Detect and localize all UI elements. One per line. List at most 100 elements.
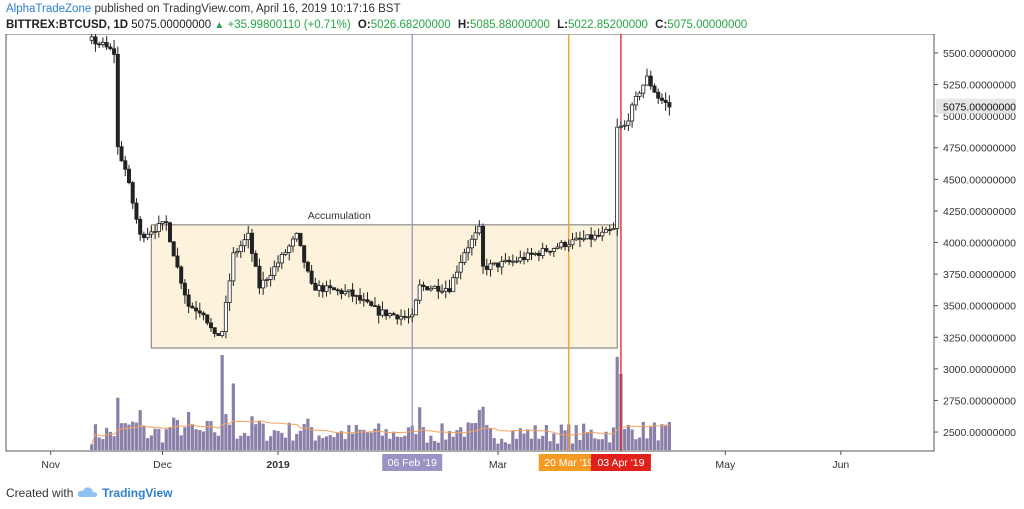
time-axis[interactable]: Nov Dec 2019 Mar May Jun (41, 451, 849, 471)
candle-body (354, 295, 359, 297)
candle-body (138, 218, 143, 235)
volume-bar (425, 442, 429, 450)
price-tick-label: 4000.00000000 (943, 238, 1016, 250)
volume-bar (213, 432, 217, 450)
price-axis[interactable]: 2500.00000000 2750.00000000 3000.00000000 3… (934, 48, 1016, 439)
candle-body (656, 91, 661, 99)
last-price-label: 5075.00000000 (943, 102, 1016, 114)
volume-bar (432, 441, 437, 450)
volume-bar (365, 432, 370, 450)
volume-bar (250, 416, 254, 450)
candle-body (153, 231, 158, 233)
volume-bar (306, 418, 310, 450)
volume-bar (194, 429, 198, 450)
candle-body (164, 221, 169, 224)
candle-body (186, 294, 191, 307)
volume-bar (116, 397, 120, 450)
volume-bar (578, 439, 582, 450)
volume-bar (529, 438, 534, 450)
candle-layer (89, 34, 672, 339)
volume-bar (321, 438, 325, 450)
volume-bar (466, 422, 470, 450)
marker-label: 20 Mar '19 (544, 457, 593, 469)
candle-body (462, 252, 467, 263)
volume-bar (485, 424, 489, 450)
volume-bar (507, 443, 511, 450)
volume-bar (429, 435, 433, 450)
candle-body (391, 313, 396, 316)
volume-bar (347, 425, 351, 450)
volume-bar (596, 439, 601, 450)
candle-body (577, 237, 582, 240)
volume-bar (395, 436, 399, 450)
volume-bar (637, 437, 642, 450)
candle-body (495, 262, 500, 268)
volume-bar (634, 439, 638, 450)
author-link[interactable]: AlphaTradeZone (6, 3, 92, 15)
candle-body (227, 280, 232, 303)
candle-body (641, 84, 646, 94)
low-value: 5022.85200000 (568, 19, 648, 31)
volume-bar (667, 421, 671, 450)
volume-bar (544, 424, 549, 450)
volume-bar (455, 430, 459, 450)
time-tick-label: Jun (832, 459, 849, 471)
volume-bar (473, 422, 478, 450)
candle-body (440, 290, 445, 293)
volume-bar (462, 436, 467, 450)
accumulation-zone (150, 224, 618, 349)
volume-bar (328, 435, 332, 450)
candle-body (205, 314, 210, 324)
volume-bar (183, 427, 187, 450)
tradingview-cloud-icon (77, 487, 97, 497)
candle-body (473, 232, 478, 240)
volume-bar (608, 442, 612, 450)
symbol-name[interactable]: BITTREX:BTCUSD, 1D (6, 19, 129, 31)
volume-bar (652, 422, 657, 450)
candle-body (194, 307, 199, 312)
candle-body (447, 288, 452, 293)
candle-body (592, 234, 597, 240)
volume-bar (298, 430, 303, 450)
last-price-box (936, 98, 1016, 114)
candle-body (279, 254, 284, 264)
tradingview-brand[interactable]: TradingView (102, 486, 173, 500)
candle-body (331, 287, 336, 291)
high-value: 5085.88000000 (469, 19, 550, 31)
candle-body (600, 231, 605, 237)
volume-bar (559, 424, 563, 450)
price-chart[interactable]: Accumulation 06 Feb '19 20 Mar '19 03 Apr … (0, 34, 1024, 476)
candle-body (141, 233, 146, 239)
volume-bar (615, 356, 619, 450)
volume-bar (216, 435, 221, 450)
marker-label: 06 Feb '19 (388, 457, 437, 469)
footer: Created with TradingView (6, 486, 173, 500)
candle-body (358, 295, 363, 301)
candle-body (313, 282, 318, 291)
volume-bar (626, 424, 630, 450)
volume-bar (488, 427, 493, 450)
price-tick-label: 2500.00000000 (943, 427, 1016, 439)
volume-bar (254, 424, 258, 450)
price-tick-label: 5250.00000000 (943, 80, 1016, 92)
volume-bar (444, 439, 448, 450)
symbol-legend: BITTREX:BTCUSD, 1D 5075.00000000 ▲ +35.9… (6, 19, 747, 31)
volume-bar (220, 355, 224, 450)
candle-body (257, 265, 262, 289)
candle-body (574, 237, 579, 241)
candle-body (622, 124, 627, 127)
candle-body (305, 261, 310, 272)
candle-body (264, 279, 269, 281)
time-tick-label: Dec (153, 459, 172, 471)
volume-bar (664, 424, 668, 450)
volume-bar (403, 435, 407, 450)
volume-bar (336, 432, 340, 450)
volume-bar (537, 438, 541, 450)
price-tick-label: 3500.00000000 (943, 301, 1016, 313)
candle-body (432, 285, 437, 289)
candle-body (253, 253, 258, 267)
time-tick-label: Nov (41, 459, 60, 471)
last-price-text: 5075.00000000 (131, 19, 212, 31)
volume-bar (380, 435, 385, 450)
volume-bar (500, 438, 504, 450)
